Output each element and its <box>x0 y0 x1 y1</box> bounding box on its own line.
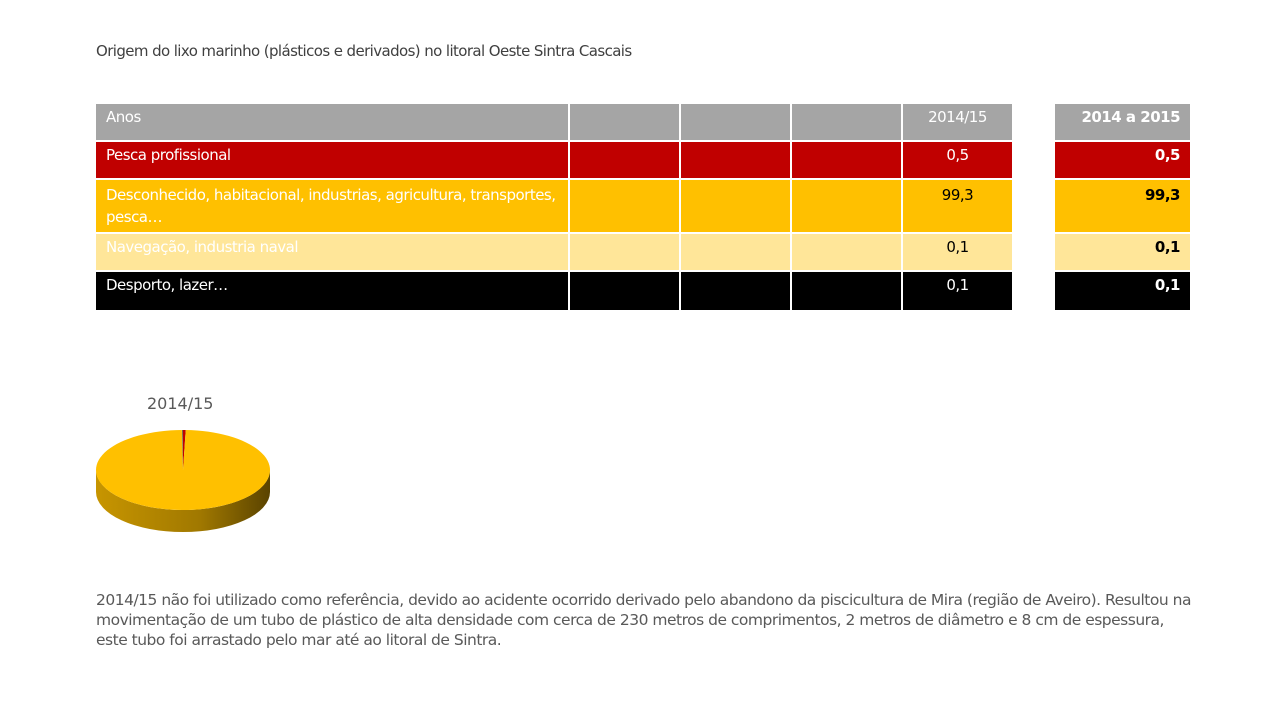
table-row: Desporto, lazer… 0,1 <box>96 272 1012 310</box>
pie-slice-3 <box>182 430 183 470</box>
pie-slice-2 <box>181 430 183 470</box>
header-anos: Anos <box>96 104 568 140</box>
row-value: 0,1 <box>903 272 1012 310</box>
table-header-row: Anos 2014/15 <box>96 104 1012 140</box>
summary-value: 0,1 <box>1055 234 1190 270</box>
row-label: Desporto, lazer… <box>96 272 568 310</box>
pie-slice-1 <box>96 430 271 510</box>
pie-chart <box>96 430 271 532</box>
footnote: 2014/15 não foi utilizado como referênci… <box>96 591 1191 649</box>
header-year: 2014/15 <box>903 104 1012 140</box>
chart-title: 2014/15 <box>147 394 214 413</box>
row-value: 0,5 <box>903 142 1012 178</box>
summary-value: 99,3 <box>1055 180 1190 232</box>
row-label: Navegação, industria naval <box>96 234 568 270</box>
row-value: 0,1 <box>903 234 1012 270</box>
row-label: Pesca profissional <box>96 142 568 178</box>
pie-side <box>96 470 270 532</box>
pie-slice-0 <box>183 430 186 470</box>
summary-header: 2014 a 2015 <box>1055 104 1190 140</box>
summary-value: 0,1 <box>1055 272 1190 310</box>
table-row: Navegação, industria naval 0,1 <box>96 234 1012 270</box>
table-row: Pesca profissional 0,5 <box>96 142 1012 178</box>
row-value: 99,3 <box>903 180 1012 232</box>
table-row: Desconhecido, habitacional, industrias, … <box>96 180 1012 232</box>
summary-table: 2014 a 2015 0,5 99,3 0,1 0,1 <box>1053 102 1192 312</box>
data-table: Anos 2014/15 Pesca profissional 0,5 Descon… <box>94 102 1014 312</box>
summary-value: 0,5 <box>1055 142 1190 178</box>
page-title: Origem do lixo marinho (plásticos e deri… <box>96 42 632 60</box>
row-label: Desconhecido, habitacional, industrias, … <box>96 180 568 232</box>
